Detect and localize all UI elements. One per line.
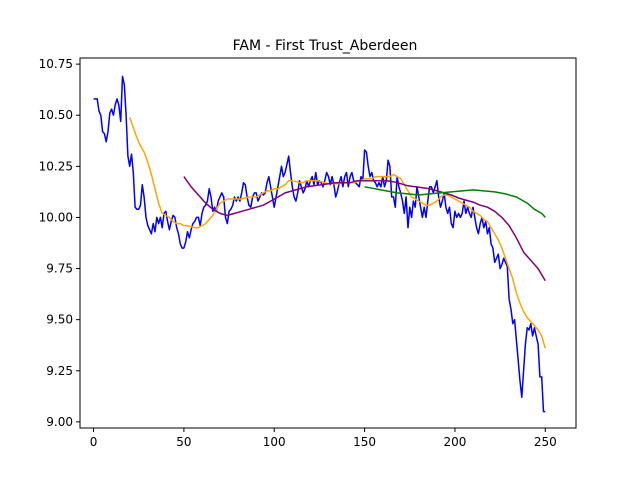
y-tick-label: 10.00	[39, 210, 73, 224]
series-layer	[93, 75, 547, 413]
y-axis: 9.00 9.25 9.50 9.75 10.00 10.25 10.50 10.75	[39, 57, 80, 429]
series-line-2	[128, 117, 547, 349]
series-line-3	[183, 176, 546, 282]
chart-title: FAM - First Trust_Aberdeen	[233, 38, 418, 54]
y-tick-label: 9.75	[46, 262, 73, 276]
x-tick-label: 150	[353, 435, 376, 449]
x-tick-label: 200	[443, 435, 466, 449]
x-tick-label: 250	[534, 435, 557, 449]
y-tick-label: 9.50	[46, 313, 73, 327]
x-tick-label: 50	[176, 435, 191, 449]
y-tick-label: 10.25	[39, 159, 73, 173]
x-axis: 0 50 100 150 200 250	[90, 428, 557, 449]
x-tick-label: 0	[90, 435, 98, 449]
y-tick-label: 9.00	[46, 415, 73, 429]
series-line-1	[93, 75, 546, 413]
plot-frame	[79, 57, 577, 429]
x-tick-label: 100	[263, 435, 286, 449]
y-tick-label: 10.50	[39, 108, 73, 122]
y-tick-label: 9.25	[46, 364, 73, 378]
series-line-4	[364, 186, 546, 218]
y-tick-label: 10.75	[39, 57, 73, 71]
